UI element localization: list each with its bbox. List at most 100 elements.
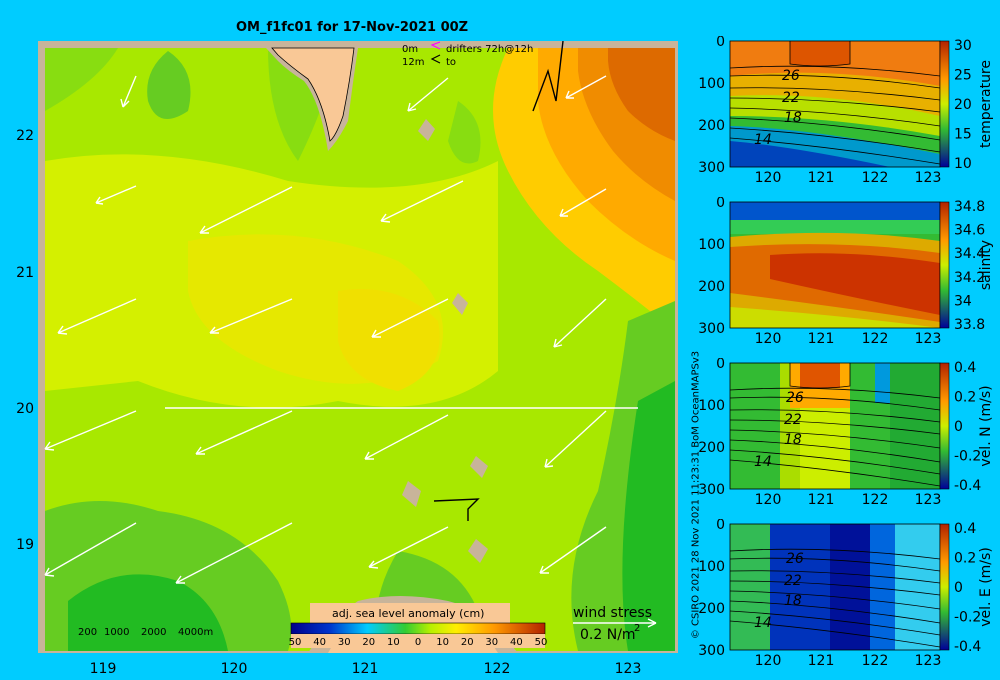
panel-cb-tick: 0.2 [954, 551, 976, 567]
map-y-tick: 22 [16, 128, 34, 144]
veln-contour-22: 22 [784, 412, 802, 428]
temp-contour-26: 26 [782, 68, 800, 84]
wind-stress-arrows [44, 75, 607, 584]
depth-legend-3: 2000 [141, 627, 166, 638]
drifter-legend-row2-depth: 12m [402, 57, 424, 68]
map-x-tick: 122 [484, 661, 511, 677]
copyright-text: © CSIRO 2021 28 Nov 2021 11:23:31 BoM Oc… [690, 350, 702, 640]
panel-cb-tick: 33.8 [954, 317, 985, 333]
vel-n-colorbar [939, 362, 950, 490]
wind-stress-label: wind stress [573, 605, 652, 621]
panel-y-tick: 0 [716, 519, 725, 533]
map-x-tick: 120 [221, 661, 248, 677]
wind-stress-superscript: 2 [634, 623, 640, 634]
salinity-label: salinity [978, 240, 994, 290]
temperature-panel: 26 22 18 14 30 25 20 15 10 temperature 120 12… [690, 36, 1000, 186]
panel-cb-tick: 25 [954, 68, 972, 84]
panel-y-tick: 100 [698, 559, 725, 575]
land-taiwan [271, 47, 355, 142]
vele-contour-18: 18 [784, 593, 802, 609]
panel-x-tick: 121 [808, 492, 835, 508]
drifter-12m-marker [430, 54, 441, 64]
map-y-tick: 19 [16, 537, 34, 553]
panel-y-tick: 0 [716, 197, 725, 211]
temperature-colorbar [939, 40, 950, 168]
panel-x-tick: 122 [862, 331, 889, 347]
panel-x-tick: 122 [862, 653, 889, 669]
panel-cb-tick: 0 [954, 580, 963, 596]
depth-legend-1: 200 [78, 627, 97, 638]
panel-cb-tick: -0.2 [954, 610, 981, 626]
panel-cb-tick: 0.2 [954, 390, 976, 406]
panel-cb-tick: 0.4 [954, 521, 976, 537]
panel-x-tick: 121 [808, 653, 835, 669]
vel-n-panel: 26 22 18 14 0.4 0.2 0 -0.2 -0.4 vel. N (m/s)… [690, 358, 1000, 508]
panel-x-tick: 123 [915, 492, 942, 508]
map-x-tick: 119 [90, 661, 117, 677]
panel-x-tick: 120 [755, 492, 782, 508]
colorbar-tick: 50 [289, 637, 302, 648]
temp-contour-14: 14 [754, 132, 772, 148]
vel-e-label: vel. E (m/s) [978, 547, 994, 627]
panel-y-tick: 100 [698, 76, 725, 92]
panel-cb-tick: -0.4 [954, 478, 981, 494]
panel-x-tick: 123 [915, 170, 942, 186]
panel-cb-tick: 34 [954, 293, 972, 309]
panel-y-tick: 300 [698, 321, 725, 337]
depth-legend-2: 1000 [104, 627, 129, 638]
colorbar-gradient [290, 622, 546, 635]
colorbar-tick: 40 [313, 637, 326, 648]
veln-contour-26: 26 [786, 390, 804, 406]
panel-cb-tick: -0.4 [954, 639, 981, 655]
sea-level-map: 0m drifters 72h@12h 12m to 200 1000 2000… [38, 41, 678, 653]
colorbar-tick: 50 [535, 637, 548, 648]
copyright: © CSIRO 2021 28 Nov 2021 11:23:31 BoM Oc… [689, 320, 703, 670]
vele-contour-26: 26 [786, 551, 804, 567]
temp-contour-18: 18 [784, 110, 802, 126]
panel-x-tick: 120 [755, 331, 782, 347]
map-x-tick: 121 [352, 661, 379, 677]
panel-cb-tick: 15 [954, 127, 972, 143]
panel-cb-tick: 0.4 [954, 360, 976, 376]
vele-contour-22: 22 [784, 573, 802, 589]
panel-x-tick: 121 [808, 170, 835, 186]
map-title: OM_f1fc01 for 17-Nov-2021 00Z [236, 20, 469, 35]
wind-stress-value: 0.2 N/m [580, 627, 636, 643]
colorbar-tick: 0 [415, 637, 421, 648]
vel-e-colorbar [939, 523, 950, 651]
map-y-tick: 21 [16, 265, 34, 281]
colorbar-tick: 20 [461, 637, 474, 648]
temp-contour-22: 22 [782, 90, 800, 106]
panel-cb-tick: 34.2 [954, 270, 985, 286]
panel-x-tick: 120 [755, 170, 782, 186]
panel-y-tick: 300 [698, 160, 725, 176]
panel-y-tick: 200 [698, 440, 725, 456]
panel-x-tick: 121 [808, 331, 835, 347]
map-x-tick: 123 [615, 661, 642, 677]
panel-cb-tick: 0 [954, 419, 963, 435]
veln-contour-18: 18 [784, 432, 802, 448]
panel-x-tick: 123 [915, 331, 942, 347]
panel-x-tick: 122 [862, 170, 889, 186]
vele-contour-14: 14 [754, 615, 772, 631]
veln-contour-14: 14 [754, 454, 772, 470]
panel-x-tick: 120 [755, 653, 782, 669]
panel-x-tick: 122 [862, 492, 889, 508]
drifter-legend-row1-label: drifters 72h@12h [446, 44, 533, 55]
panel-y-tick: 100 [698, 237, 725, 253]
colorbar-tick: 10 [436, 637, 449, 648]
panel-cb-tick: 30 [954, 38, 972, 54]
map-y-tick: 20 [16, 401, 34, 417]
drifter-legend-row2-label: to [446, 57, 456, 68]
panel-cb-tick: 34.8 [954, 199, 985, 215]
depth-legend: 200 1000 2000 4000m [78, 627, 213, 638]
panel-cb-tick: 20 [954, 97, 972, 113]
panel-cb-tick: -0.2 [954, 449, 981, 465]
colorbar-label: adj. sea level anomaly (cm) [332, 607, 484, 620]
panel-cb-tick: 34.6 [954, 223, 985, 239]
panel-x-tick: 123 [915, 653, 942, 669]
panel-y-tick: 0 [716, 358, 725, 372]
colorbar: adj. sea level anomaly (cm) 50 40 30 20 10 0 1… [289, 603, 548, 648]
panel-cb-tick: 34.4 [954, 246, 985, 262]
vel-n-label: vel. N (m/s) [978, 385, 994, 466]
